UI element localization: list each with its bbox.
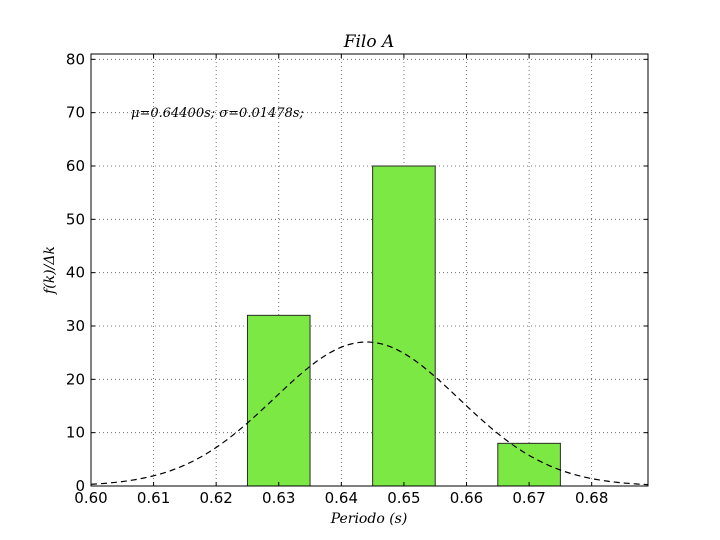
y-tick-label: 20: [66, 370, 85, 388]
y-tick-label: 30: [66, 317, 85, 335]
histogram-bar: [372, 165, 436, 487]
x-tick-label: 0.65: [387, 489, 420, 507]
axis-ticks: [90, 54, 648, 487]
histogram-bars: [246, 165, 561, 487]
x-tick-label: 0.67: [512, 489, 545, 507]
y-tick-label: 70: [66, 104, 85, 122]
x-tick-label: 0.68: [575, 489, 608, 507]
histogram-bar: [497, 442, 561, 487]
x-tick-label: 0.63: [262, 489, 295, 507]
y-tick-label: 10: [66, 424, 85, 442]
x-axis-label: Periodo (s): [330, 511, 408, 527]
x-tick-label: 0.61: [137, 489, 170, 507]
x-tick-label: 0.66: [450, 489, 483, 507]
plot-frame: [90, 53, 649, 487]
y-axis-label: f(k)/Δk: [42, 246, 58, 295]
y-tick-labels: 0 10 20 30 40 50 60 70 80: [66, 50, 85, 495]
x-tick-label: 0.60: [74, 489, 107, 507]
y-tick-label: 40: [66, 264, 85, 282]
x-tick-label: 0.64: [325, 489, 358, 507]
y-tick-label: 0: [75, 477, 85, 495]
y-tick-label: 80: [66, 50, 85, 68]
y-tick-label: 60: [66, 157, 85, 175]
y-tick-label: 50: [66, 210, 85, 228]
normal-distribution-curve: [90, 341, 649, 486]
x-tick-label: 0.62: [199, 489, 232, 507]
chart-title: Filo A: [343, 32, 395, 52]
statistics-annotation: μ=0.64400s; σ=0.01478s;: [131, 106, 304, 121]
histogram-bar: [246, 314, 311, 487]
x-tick-labels: 0.60 0.61 0.62 0.63 0.64 0.65 0.66 0.67 0.68: [74, 489, 608, 507]
